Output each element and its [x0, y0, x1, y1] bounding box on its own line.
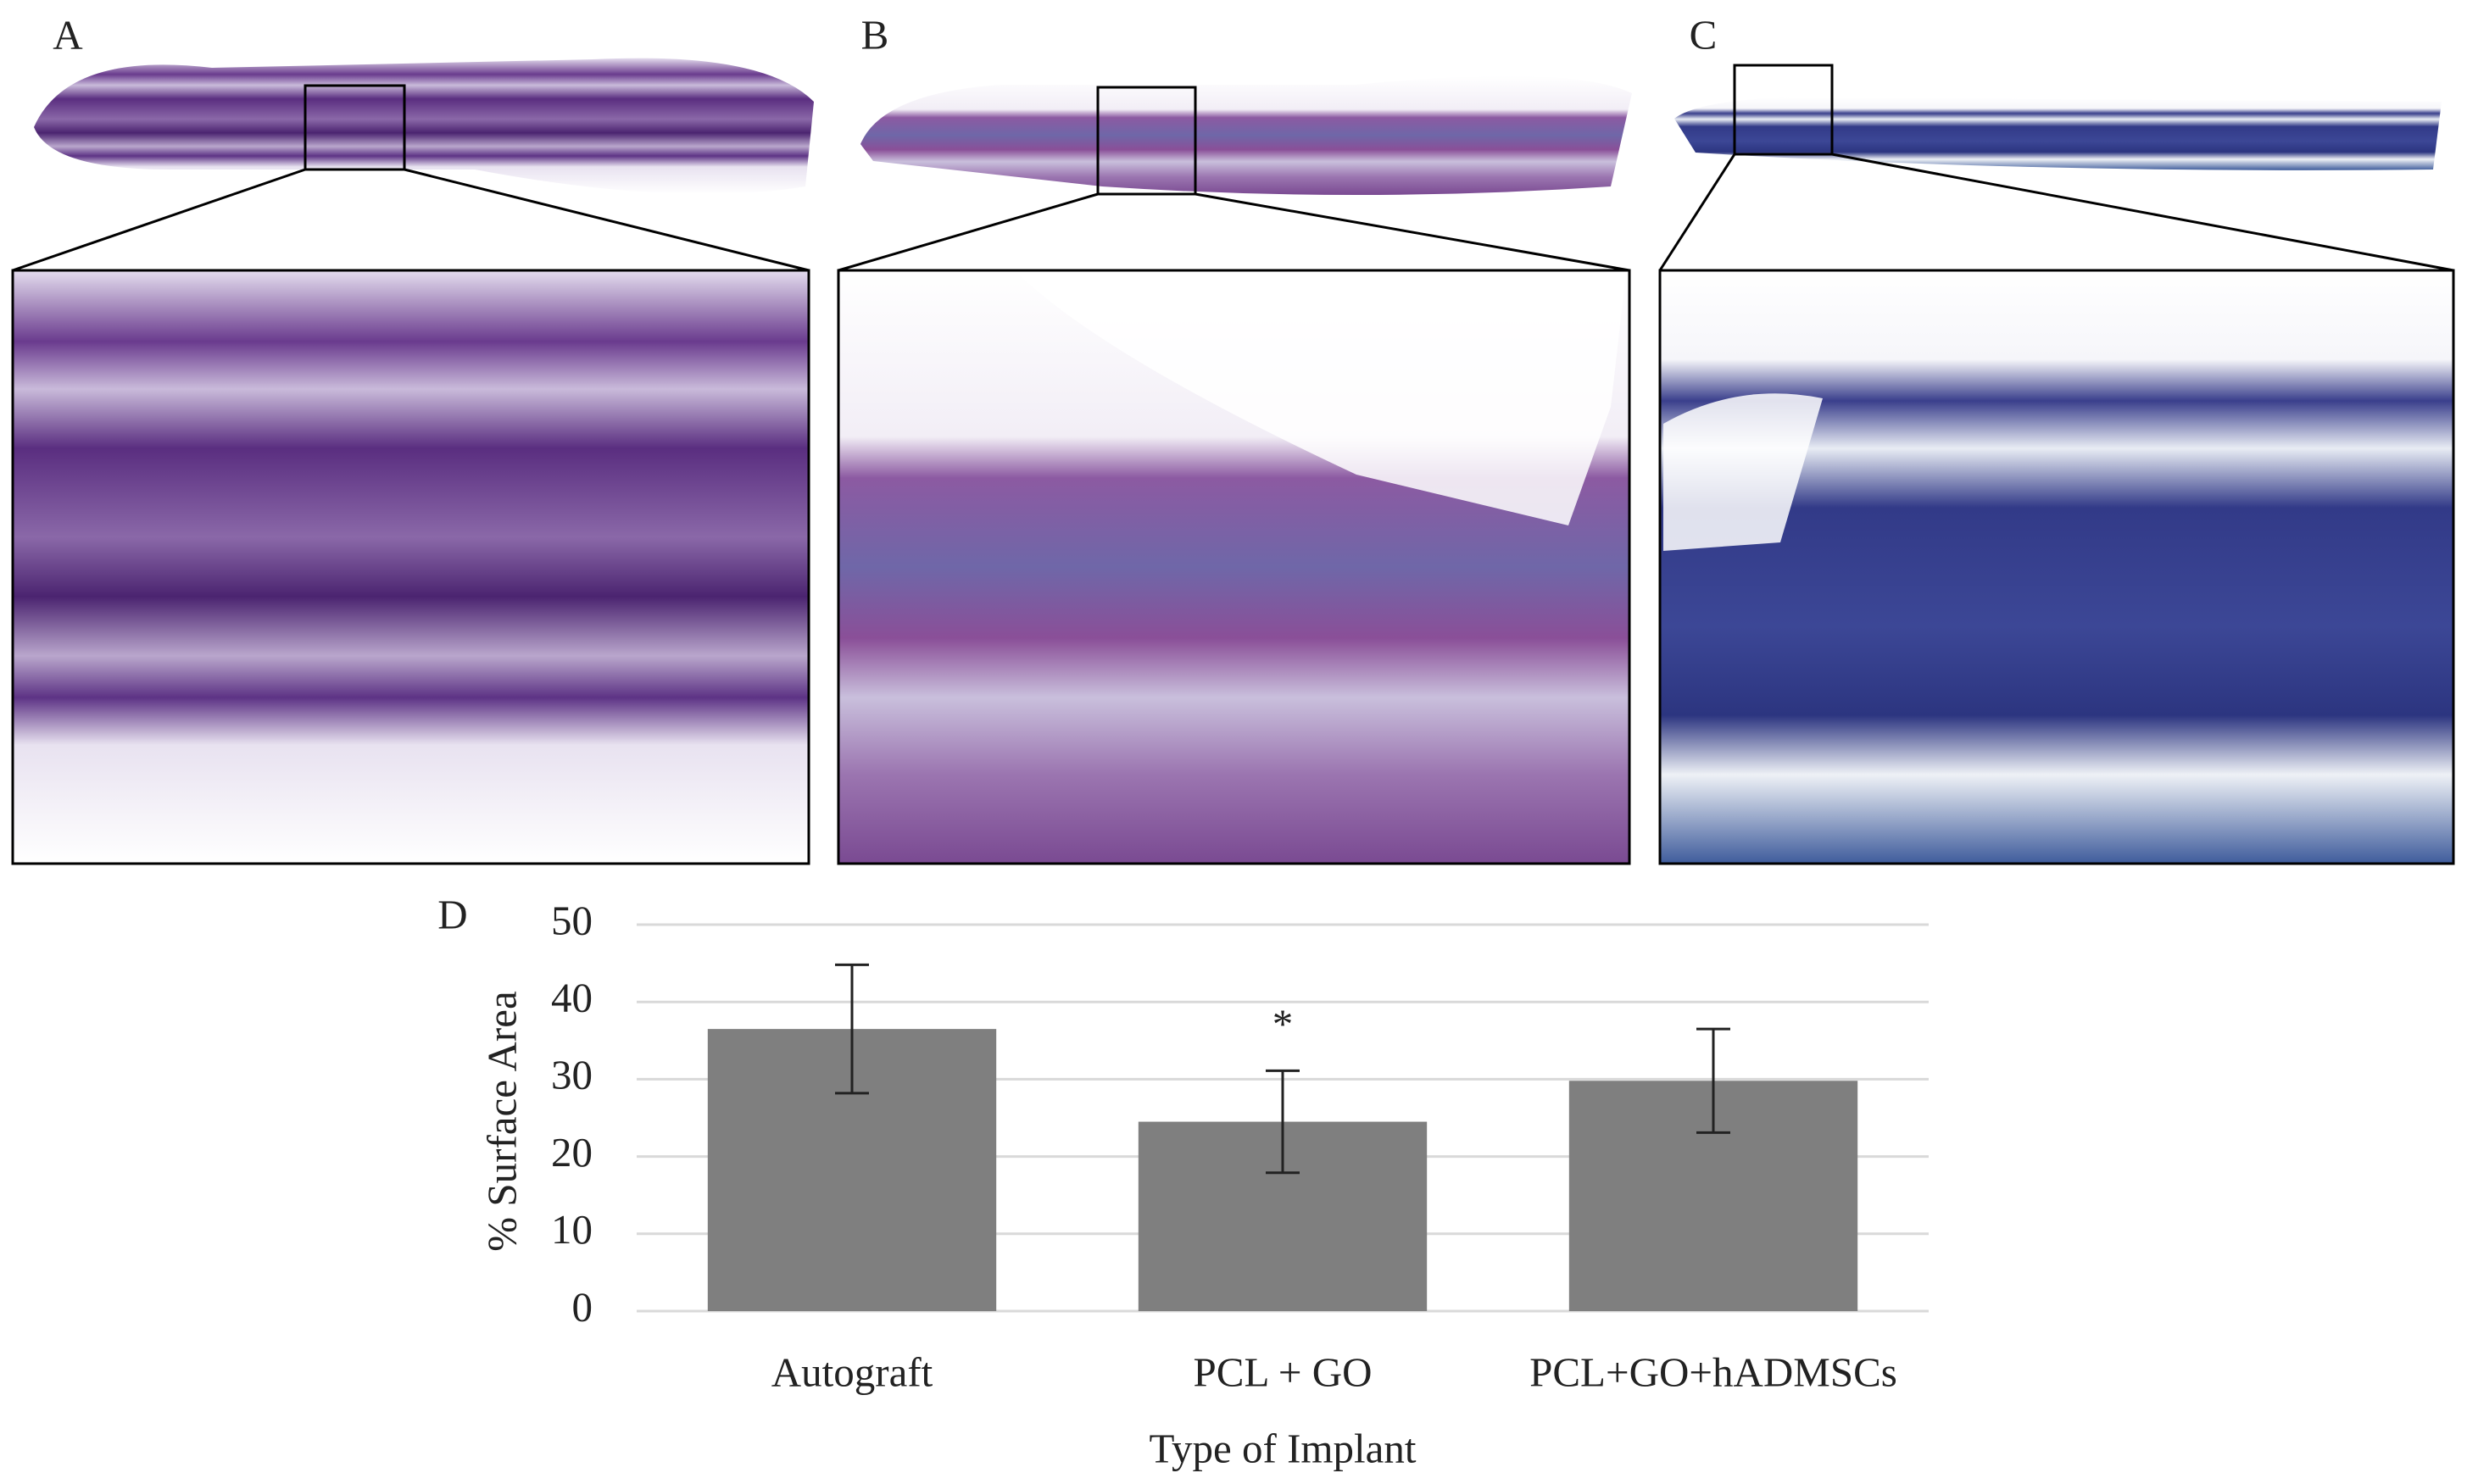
panel-label: B	[861, 11, 889, 58]
x-tick-label: PCL + GO	[1194, 1348, 1373, 1395]
panel-label: D	[437, 891, 467, 937]
y-tick-label: 10	[551, 1206, 593, 1253]
significance-label: *	[1272, 1001, 1294, 1048]
x-tick-label: PCL+GO+hADMSCs	[1529, 1348, 1897, 1395]
x-axis-title: Type of Implant	[1150, 1425, 1417, 1471]
histology	[11, 58, 2455, 865]
error-bar	[835, 963, 869, 1095]
y-tick-label: 20	[551, 1129, 593, 1176]
y-tick-label: 50	[551, 897, 593, 943]
error-bar	[1696, 1027, 1730, 1134]
y-tick-label: 30	[551, 1052, 593, 1098]
y-tick-label: 40	[551, 974, 593, 1020]
y-axis-title: % Surface Area	[478, 991, 525, 1252]
panel-label: C	[1690, 11, 1718, 58]
panel-label: A	[53, 11, 83, 58]
error-bar	[1266, 1069, 1300, 1175]
y-tick-label: 0	[572, 1283, 593, 1330]
x-tick-label: Autograft	[771, 1348, 933, 1395]
